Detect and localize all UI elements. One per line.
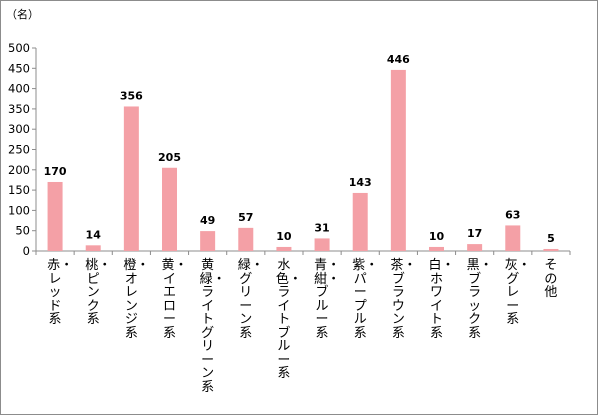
y-tick-label: 0 [23, 244, 30, 258]
y-tick-label: 350 [8, 102, 30, 116]
bar [429, 246, 444, 251]
category-label: 青・紺・ブルー系 [314, 258, 341, 341]
category-label: 桃・ピンク系 [85, 258, 112, 327]
data-label: 143 [349, 176, 372, 189]
category-label: 緑・グリーン系 [237, 258, 264, 341]
y-tick-label: 100 [8, 203, 30, 217]
y-tick-label: 200 [8, 163, 30, 177]
data-label: 356 [120, 89, 143, 102]
data-label: 63 [505, 208, 520, 221]
bar [123, 106, 139, 252]
category-label: 橙・オレンジ系 [123, 258, 150, 341]
category-label: 紫・パープル系 [352, 258, 379, 341]
y-tick-label: 250 [8, 143, 30, 157]
bar [467, 244, 483, 251]
data-label: 57 [238, 211, 253, 224]
bar [352, 192, 368, 251]
bar [85, 245, 101, 251]
category-label: その他 [544, 258, 558, 300]
category-label: 茶・ブラウン系 [390, 258, 417, 341]
category-label: 灰・グレー系 [504, 258, 531, 327]
y-axis-unit: （名） [6, 8, 39, 21]
y-tick-label: 300 [8, 122, 30, 136]
data-label: 14 [86, 228, 102, 241]
data-label: 49 [200, 214, 215, 227]
bar [390, 69, 406, 251]
y-tick-label: 450 [8, 61, 30, 75]
data-label: 170 [44, 165, 67, 178]
category-label: 黒・ブラック系 [466, 258, 493, 341]
category-label: 赤・レッド系 [47, 258, 74, 327]
bar [238, 227, 254, 251]
bar [162, 167, 177, 251]
data-label: 17 [467, 227, 482, 240]
bar [543, 248, 559, 251]
data-label: 5 [547, 232, 555, 245]
data-label: 31 [314, 221, 329, 234]
category-label: 黄・イエロー系 [161, 258, 188, 341]
category-label: 黄緑・ライトグリーン系 [199, 258, 226, 395]
data-label: 10 [276, 230, 292, 243]
category-label: 水色・ライトブルー系 [275, 258, 302, 381]
y-tick-label: 50 [15, 224, 30, 238]
bar [276, 246, 292, 251]
y-tick-label: 400 [8, 82, 30, 96]
y-tick-label: 150 [8, 183, 30, 197]
bar [200, 231, 216, 251]
bar [314, 238, 330, 251]
data-label: 446 [387, 53, 410, 66]
category-label: 白・ホワイト系 [428, 258, 455, 341]
data-label: 10 [429, 230, 445, 243]
bar [505, 225, 521, 251]
y-tick-label: 500 [8, 41, 30, 55]
data-label: 205 [158, 151, 181, 164]
bar [47, 181, 63, 251]
